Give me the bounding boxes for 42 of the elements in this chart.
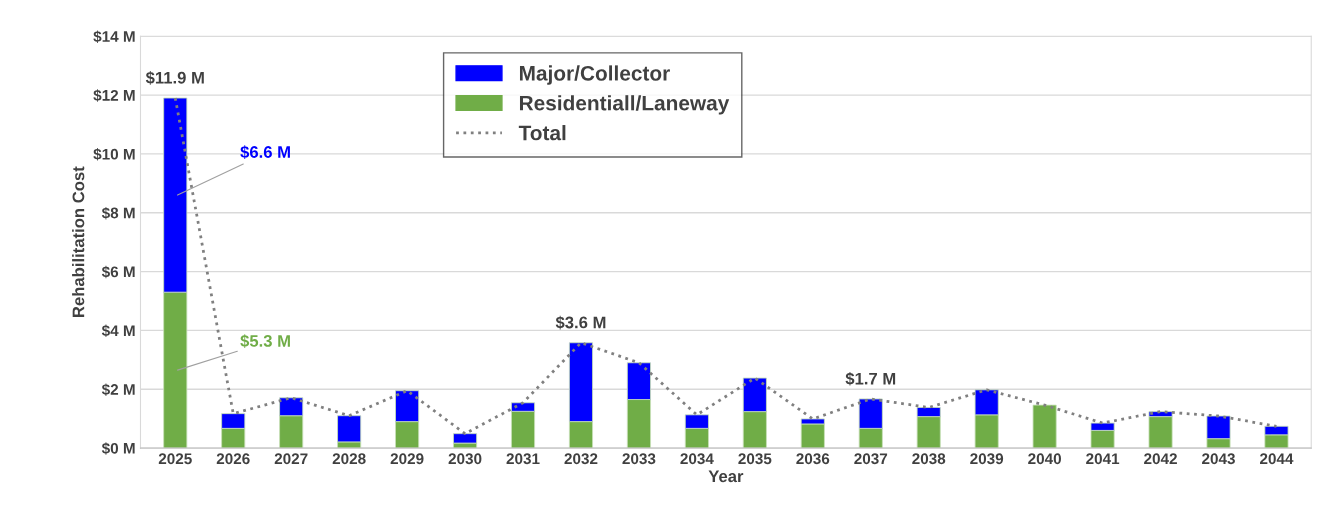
x-tick-label: 2030	[448, 453, 482, 465]
legend-label: Total	[518, 125, 566, 141]
data-label: $11.9 M	[145, 71, 204, 85]
x-tick-label: 2029	[390, 453, 424, 465]
y-tick-label: $10 M	[93, 148, 135, 161]
x-tick-label: 2037	[854, 453, 888, 465]
x-tick-label: 2028	[332, 453, 366, 465]
y-tick-label: $4 M	[101, 324, 135, 338]
x-tick-label: 2043	[1202, 453, 1235, 465]
x-tick-label: 2034	[680, 453, 714, 465]
x-axis-title: Year	[708, 470, 744, 483]
x-tick-label: 2035	[738, 453, 772, 465]
legend-label: Major/Collector	[519, 65, 670, 85]
x-tick-label: 2040	[1028, 453, 1061, 465]
y-tick-label: $2 M	[101, 383, 135, 396]
y-tick-label: $12 M	[93, 89, 135, 102]
x-tick-label: 2031	[506, 453, 540, 465]
bar	[1032, 404, 1057, 449]
data-label: $5.3 M	[240, 334, 290, 348]
data-label: $1.7 M	[845, 372, 896, 386]
y-tick-label: $6 M	[101, 265, 135, 279]
x-tick-label: 2038	[912, 453, 946, 465]
x-tick-label: 2044	[1260, 453, 1294, 465]
x-tick-label: 2033	[622, 453, 656, 465]
bar	[337, 415, 362, 443]
x-tick-label: 2027	[274, 453, 308, 465]
y-tick-label: $14 M	[93, 30, 135, 43]
x-tick-label: 2026	[216, 453, 250, 465]
x-tick-label: 2041	[1086, 453, 1120, 465]
line-series	[173, 96, 1278, 436]
y-axis-title: Rehabilitation Cost	[72, 166, 85, 317]
y-tick-label: $8 M	[101, 206, 135, 220]
bar	[453, 433, 478, 444]
x-tick-label: 2032	[564, 453, 598, 465]
x-tick-label: 2042	[1144, 453, 1177, 465]
legend-label: Residentiall/Laneway	[519, 95, 730, 115]
x-tick-label: 2036	[796, 453, 830, 465]
x-tick-label: 2025	[158, 453, 192, 465]
data-label: $3.6 M	[555, 315, 606, 330]
y-tick-label: $0 M	[101, 442, 135, 455]
x-tick-label: 2039	[970, 453, 1004, 465]
data-label: $6.6 M	[240, 145, 290, 159]
